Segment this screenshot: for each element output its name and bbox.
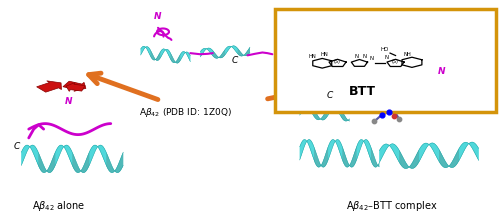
Polygon shape [36, 81, 62, 92]
Text: HN: HN [308, 54, 316, 59]
Text: HN: HN [320, 52, 328, 58]
Text: N: N [154, 12, 162, 21]
Text: (S): (S) [334, 59, 341, 64]
Text: A$\beta_{42}$ (PDB ID: 1Z0Q): A$\beta_{42}$ (PDB ID: 1Z0Q) [139, 106, 232, 119]
Text: HO: HO [380, 47, 389, 52]
FancyBboxPatch shape [275, 9, 496, 112]
Text: N: N [354, 54, 358, 59]
Text: N: N [363, 54, 367, 59]
Polygon shape [66, 83, 85, 91]
Text: BTT: BTT [349, 85, 376, 98]
Text: N: N [384, 55, 389, 60]
Point [370, 120, 378, 123]
Text: A$\beta_{42}$–BTT complex: A$\beta_{42}$–BTT complex [346, 199, 438, 213]
Text: C: C [232, 56, 238, 65]
Text: C: C [13, 142, 20, 151]
Text: A$\beta_{42}$ alone: A$\beta_{42}$ alone [32, 199, 85, 213]
Polygon shape [63, 81, 86, 91]
Point [395, 118, 403, 121]
Point [378, 113, 386, 117]
Text: N: N [65, 97, 72, 106]
Point [385, 110, 393, 113]
Text: N: N [438, 67, 445, 76]
Text: (S): (S) [392, 59, 399, 64]
Point [390, 114, 398, 118]
Text: N: N [370, 56, 374, 61]
Text: NH: NH [404, 52, 411, 57]
Text: C: C [326, 91, 332, 100]
